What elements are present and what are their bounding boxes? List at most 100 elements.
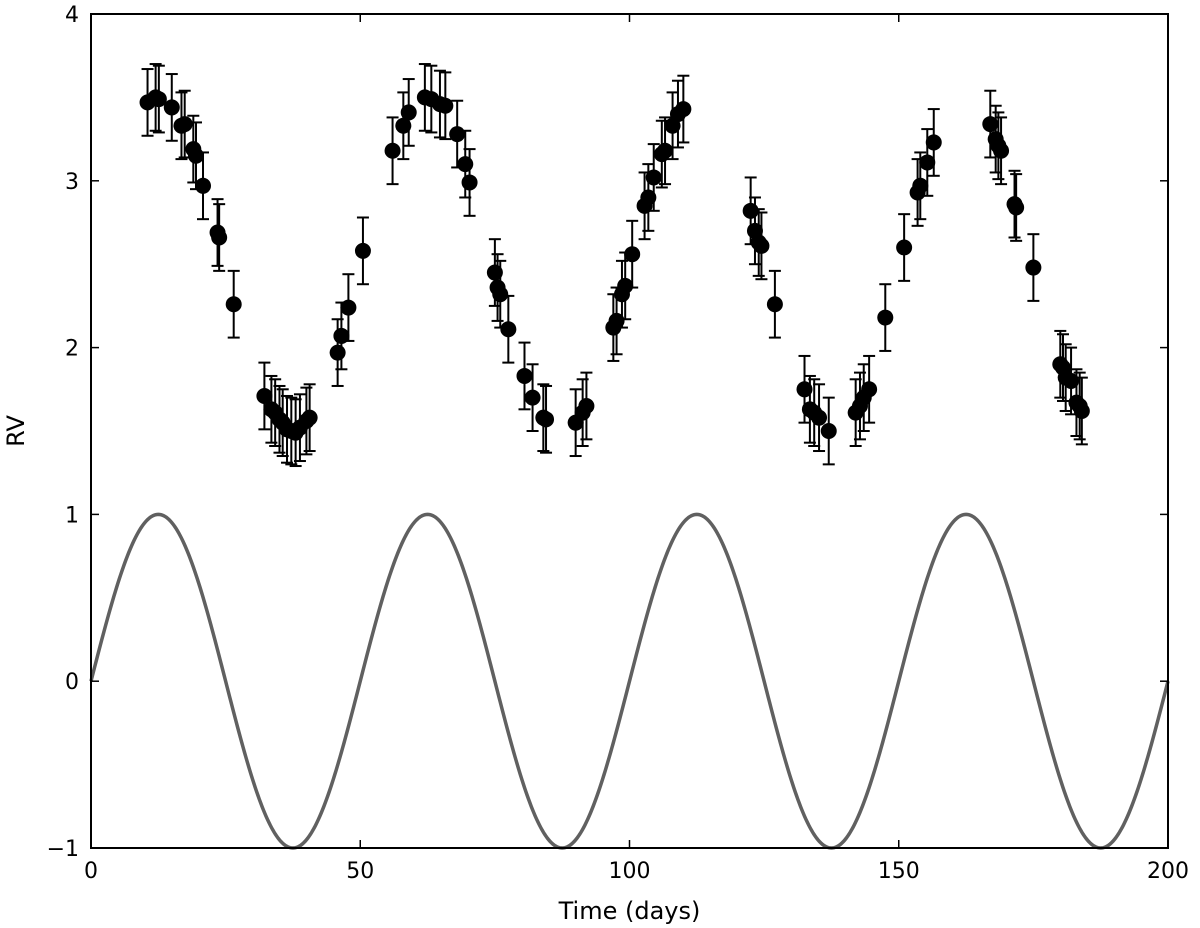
y-tick-label: 2 — [65, 337, 79, 362]
data-point — [855, 363, 872, 432]
data-point — [820, 396, 837, 466]
data-point — [993, 116, 1010, 186]
x-tick-label: 150 — [878, 859, 920, 884]
data-point-marker — [675, 101, 692, 118]
data-point — [461, 148, 478, 217]
x-tick-label: 50 — [346, 859, 374, 884]
data-point — [877, 283, 894, 352]
data-point — [657, 116, 674, 186]
data-point-marker — [919, 154, 936, 171]
data-point-marker — [640, 189, 657, 206]
data-point — [333, 301, 350, 371]
data-point-marker — [1008, 199, 1025, 216]
data-point-marker — [211, 229, 228, 246]
data-point — [354, 216, 371, 286]
x-tick-label: 200 — [1147, 859, 1189, 884]
y-tick-label: 4 — [65, 3, 79, 28]
y-tick-label: 1 — [65, 503, 79, 528]
data-point — [578, 371, 595, 441]
data-point — [524, 363, 541, 432]
data-point — [538, 384, 555, 454]
y-tick-label: 0 — [65, 670, 79, 695]
x-axis-label: Time (days) — [558, 897, 701, 925]
data-point-marker — [657, 142, 674, 159]
data-point — [492, 259, 509, 329]
data-point-marker — [896, 239, 913, 256]
data-point-marker — [354, 242, 371, 259]
data-point — [516, 341, 533, 411]
data-point-marker — [524, 389, 541, 406]
data-point-marker — [500, 321, 517, 338]
data-point-marker — [395, 117, 412, 134]
data-points-layer — [139, 63, 1090, 468]
data-point-marker — [461, 174, 478, 191]
data-point-marker — [742, 202, 759, 219]
data-point — [211, 203, 228, 272]
data-point — [896, 213, 913, 282]
y-axis-label: RV — [2, 415, 30, 447]
data-point — [982, 89, 999, 159]
data-point — [163, 73, 180, 142]
data-point — [256, 361, 273, 431]
data-point — [340, 273, 357, 342]
data-point — [188, 121, 205, 191]
data-point — [195, 151, 212, 221]
data-point-marker — [993, 142, 1010, 159]
data-point-marker — [811, 409, 828, 426]
data-point — [675, 74, 692, 144]
data-point-marker — [195, 177, 212, 194]
data-point-marker — [578, 397, 595, 414]
data-point-marker — [820, 423, 837, 439]
data-point-marker — [538, 411, 555, 428]
data-point-marker — [340, 299, 357, 316]
y-tick-label: 3 — [65, 170, 79, 195]
data-point-marker — [333, 327, 350, 344]
data-point-marker — [617, 277, 634, 294]
data-point-marker — [877, 309, 894, 326]
data-point-marker — [150, 91, 167, 108]
data-point — [395, 91, 412, 161]
y-tick-label: −1 — [47, 837, 79, 862]
data-point-marker — [400, 104, 417, 121]
data-point-marker — [753, 237, 770, 254]
data-point-marker — [163, 99, 180, 116]
data-point-marker — [608, 312, 625, 329]
data-point-marker — [1063, 372, 1080, 389]
data-point — [753, 211, 770, 281]
data-point — [384, 116, 401, 186]
data-point — [624, 219, 641, 289]
x-tick-label: 0 — [84, 859, 98, 884]
data-point-marker — [861, 381, 878, 398]
data-point-marker — [912, 177, 929, 194]
data-point-marker — [176, 116, 193, 133]
data-point-marker — [329, 344, 346, 361]
data-point-marker — [1073, 402, 1090, 419]
data-point — [500, 294, 517, 364]
data-point — [766, 269, 783, 339]
data-point-marker — [1025, 259, 1042, 276]
data-point-marker — [457, 156, 474, 173]
data-point — [437, 71, 454, 141]
data-point — [925, 108, 942, 177]
data-point-marker — [796, 381, 813, 398]
data-point — [301, 383, 318, 453]
x-tick-label: 100 — [609, 859, 651, 884]
data-point-marker — [437, 97, 454, 114]
data-point-marker — [492, 286, 509, 303]
data-point-marker — [301, 409, 318, 426]
data-point — [400, 78, 417, 147]
data-point-marker — [225, 296, 242, 313]
data-point — [150, 64, 167, 134]
data-point — [1073, 376, 1090, 446]
data-point-marker — [766, 296, 783, 313]
plot-frame — [90, 13, 1169, 849]
model-sine-curve — [89, 512, 1170, 850]
data-point-marker — [256, 387, 273, 404]
data-point — [645, 143, 662, 212]
data-point — [811, 383, 828, 453]
data-point-marker — [645, 169, 662, 186]
model-curve-layer — [89, 512, 1170, 850]
data-point-marker — [188, 147, 205, 164]
